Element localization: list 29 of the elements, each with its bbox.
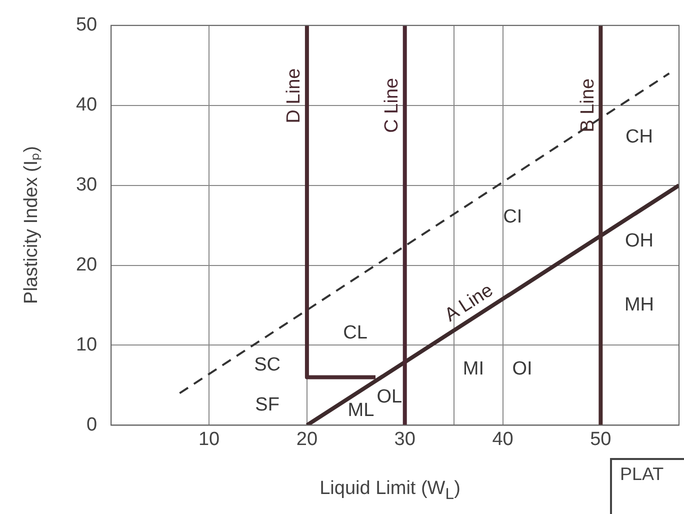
y-tick-label: 40 [76,94,98,116]
annotation: CL [343,322,368,344]
x-tick-label: 30 [394,428,416,450]
x-tick-label: 20 [296,428,318,450]
y-tick-label: 20 [76,254,98,276]
x-tick-label: 10 [198,428,220,450]
text: D Line [284,68,305,124]
annotation: MI [462,358,484,380]
annotation: ML [348,400,374,422]
annotation: SF [255,394,280,416]
x-tick-label: 50 [590,428,612,450]
x-axis-title: Liquid Limit (W$_{L}$) [318,478,462,504]
x-tick-label: 40 [492,428,514,450]
text: PLAT [610,458,684,514]
annotation: MH [624,294,654,316]
annotation: OH [625,230,654,252]
text: C Line [382,78,403,133]
annotation: OI [512,358,532,380]
y-tick-label: 10 [76,334,98,356]
annotation: CH [626,126,653,148]
y-tick-label: 30 [76,174,98,196]
annotation: CI [503,206,522,228]
y-tick-label: 0 [86,414,98,436]
annotation: SC [254,354,280,376]
y-tick-label: 50 [76,14,98,36]
text: B Line [577,78,598,132]
text: A Line [441,280,497,326]
annotation: OL [376,386,402,408]
y-axis-title: Plasticity Index (Iₚ) [20,145,43,306]
